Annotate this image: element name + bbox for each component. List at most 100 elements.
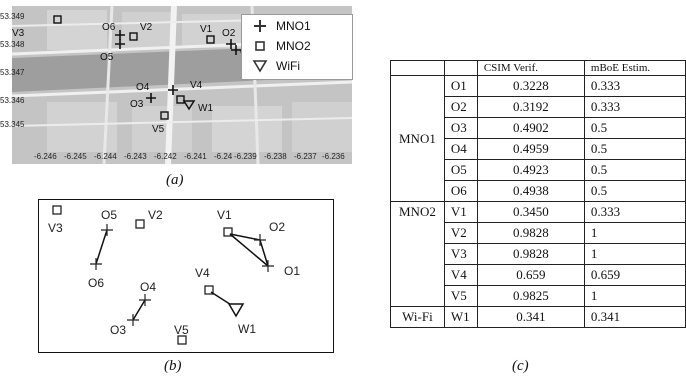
x-tick-label: -6.246 — [34, 152, 57, 161]
csim-value: 0.659 — [476, 264, 585, 286]
legend-item-wifi: WiFi — [242, 57, 352, 77]
csim-value: 0.9828 — [476, 222, 585, 244]
schematic-label-v2: V2 — [148, 208, 163, 222]
mboe-value: 0.341 — [583, 306, 686, 328]
mboe-value: 1 — [583, 222, 686, 244]
v2-node — [135, 219, 145, 229]
v3-marker — [53, 15, 62, 24]
o6-node — [90, 258, 102, 270]
node-id: O2 — [443, 96, 478, 118]
o5-marker — [115, 39, 125, 49]
mboe-value: 0.5 — [583, 180, 686, 202]
csim-value: 0.4938 — [476, 180, 585, 202]
results-table: CSIM Verif. mBoE Estim. MNO1 O1 0.3228 0… — [390, 60, 686, 328]
x-tick-label: -6.245 — [64, 152, 87, 161]
schematic-label-o5: O5 — [101, 208, 118, 222]
o5-node — [101, 224, 113, 236]
w1-marker — [182, 100, 196, 111]
square-icon — [255, 41, 265, 51]
o4-node — [139, 294, 151, 306]
triangle-icon — [252, 60, 268, 73]
y-tick-label: 53.346 — [0, 96, 25, 105]
node-id: V4 — [443, 264, 478, 286]
map-label-o5: O5 — [100, 52, 114, 63]
header-csim: CSIM Verif. — [476, 60, 585, 76]
schematic-label-o3: O3 — [110, 323, 127, 337]
mboe-value: 1 — [583, 243, 686, 265]
o6-marker — [115, 30, 125, 40]
map-label-w1: W1 — [198, 103, 213, 114]
schematic-label-v3: V3 — [48, 221, 63, 235]
table-row: O3 0.4902 0.5 — [391, 117, 686, 139]
map-label-v4: V4 — [190, 80, 203, 91]
mboe-value: 0.5 — [583, 117, 686, 139]
o1-marker — [231, 45, 241, 55]
map-legend: MNO1 MNO2 WiFi — [241, 14, 353, 80]
x-tick-label: -6.24 — [214, 152, 233, 161]
node-id: V5 — [443, 285, 478, 307]
table-row: O6 0.4938 0.5 — [391, 180, 686, 202]
schematic-panel — [38, 199, 334, 353]
v5-node — [177, 335, 187, 345]
schematic-graph — [52, 205, 274, 345]
table-row: O2 0.3192 0.333 — [391, 96, 686, 118]
csim-value: 0.341 — [476, 306, 585, 328]
schematic-label-o2: O2 — [269, 220, 286, 234]
operator-cell: MNO1 — [390, 75, 445, 202]
node-id: O1 — [443, 75, 478, 97]
table-row: V2 0.9828 1 — [391, 222, 686, 244]
y-tick-label: 53.348 — [0, 40, 25, 49]
mboe-value: 0.5 — [583, 138, 686, 160]
v4-marker — [176, 95, 185, 104]
schematic-label-o4: O4 — [140, 280, 157, 294]
map-markers — [53, 15, 241, 120]
v1-marker — [206, 35, 215, 44]
o2-marker — [226, 39, 236, 49]
mboe-value: 1 — [583, 285, 686, 307]
v4-node — [204, 285, 214, 295]
legend-label: WiFi — [276, 59, 300, 73]
schematic-label-v4: V4 — [195, 266, 210, 280]
v3-node — [52, 205, 62, 215]
legend-label: MNO1 — [276, 19, 311, 33]
table-row: O5 0.4923 0.5 — [391, 159, 686, 181]
x-tick-label: -6.239 — [234, 152, 257, 161]
v1-node — [223, 227, 233, 237]
csim-value: 0.4923 — [476, 159, 585, 181]
map-label-v1: V1 — [200, 24, 213, 35]
node-id: O3 — [443, 117, 478, 139]
legend-label: MNO2 — [276, 39, 311, 53]
schematic-label-v5: V5 — [174, 323, 189, 337]
y-tick-label: 53.345 — [0, 120, 25, 129]
o4-marker — [168, 85, 178, 95]
table-row: MNO2 V1 0.3450 0.333 — [390, 201, 686, 307]
header-cell — [443, 60, 478, 76]
schematic-label-w1: W1 — [238, 322, 256, 336]
csim-value: 0.9825 — [476, 285, 585, 307]
mboe-value: 0.5 — [583, 159, 686, 181]
table-row: MNO1 O1 0.3228 0.333 — [390, 75, 686, 202]
header-cell — [390, 60, 445, 76]
operator-cell: MNO2 — [390, 201, 445, 307]
node-id: O6 — [443, 180, 478, 202]
o1-node — [262, 260, 274, 272]
map-label-o4: O4 — [136, 82, 150, 93]
v5-marker — [160, 111, 169, 120]
x-tick-label: -6.241 — [184, 152, 207, 161]
node-id: O5 — [443, 159, 478, 181]
x-tick-label: -6.244 — [94, 152, 117, 161]
x-tick-label: -6.237 — [294, 152, 317, 161]
csim-value: 0.3450 — [476, 201, 585, 223]
node-id: O4 — [443, 138, 478, 160]
node-id: V1 — [443, 201, 478, 223]
o3-marker — [146, 93, 156, 103]
w1-node — [227, 303, 245, 318]
operator-cell: Wi-Fi — [390, 306, 445, 328]
map-label-o3: O3 — [130, 99, 144, 110]
caption-b: (b) — [164, 358, 182, 374]
header-mboe: mBoE Estim. — [583, 60, 686, 76]
v2-marker — [129, 32, 138, 41]
csim-value: 0.3192 — [476, 96, 585, 118]
csim-value: 0.4959 — [476, 138, 585, 160]
table-header-row: CSIM Verif. mBoE Estim. — [390, 60, 686, 76]
